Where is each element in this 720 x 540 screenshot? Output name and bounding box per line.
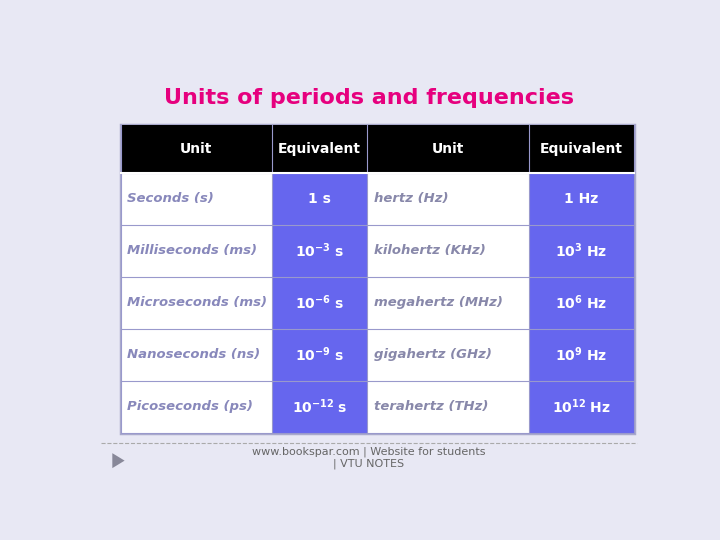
- Text: Equivalent: Equivalent: [540, 142, 623, 156]
- Text: kilohertz (KHz): kilohertz (KHz): [374, 244, 485, 257]
- Text: $\mathbf{10^{6}}$ $\mathbf{Hz}$: $\mathbf{10^{6}}$ $\mathbf{Hz}$: [555, 293, 608, 312]
- Polygon shape: [112, 453, 125, 468]
- Text: $\mathbf{10^{3}}$ $\mathbf{Hz}$: $\mathbf{10^{3}}$ $\mathbf{Hz}$: [555, 241, 608, 260]
- FancyBboxPatch shape: [528, 173, 634, 225]
- Text: $\mathbf{10^{9}}$ $\mathbf{Hz}$: $\mathbf{10^{9}}$ $\mathbf{Hz}$: [555, 346, 608, 364]
- FancyBboxPatch shape: [367, 173, 528, 225]
- FancyBboxPatch shape: [528, 277, 634, 329]
- Text: Nanoseconds (ns): Nanoseconds (ns): [127, 348, 261, 361]
- FancyBboxPatch shape: [272, 277, 367, 329]
- Text: Microseconds (ms): Microseconds (ms): [127, 296, 267, 309]
- FancyBboxPatch shape: [121, 381, 272, 433]
- FancyBboxPatch shape: [528, 329, 634, 381]
- FancyBboxPatch shape: [528, 381, 634, 433]
- FancyBboxPatch shape: [121, 173, 272, 225]
- FancyBboxPatch shape: [272, 329, 367, 381]
- FancyBboxPatch shape: [121, 125, 272, 173]
- FancyBboxPatch shape: [121, 277, 272, 329]
- Text: gigahertz (GHz): gigahertz (GHz): [374, 348, 492, 361]
- FancyBboxPatch shape: [367, 381, 528, 433]
- Text: megahertz (MHz): megahertz (MHz): [374, 296, 503, 309]
- Text: 1 s: 1 s: [308, 192, 331, 206]
- FancyBboxPatch shape: [272, 225, 367, 277]
- FancyBboxPatch shape: [272, 381, 367, 433]
- FancyBboxPatch shape: [121, 125, 634, 433]
- Text: $\mathbf{10^{-6}}$ $\mathbf{s}$: $\mathbf{10^{-6}}$ $\mathbf{s}$: [295, 293, 344, 312]
- Text: $\mathbf{10^{12}}$ $\mathbf{Hz}$: $\mathbf{10^{12}}$ $\mathbf{Hz}$: [552, 397, 611, 416]
- FancyBboxPatch shape: [272, 173, 367, 225]
- Text: www.bookspar.com | Website for students
| VTU NOTES: www.bookspar.com | Website for students …: [252, 447, 486, 469]
- Text: terahertz (THz): terahertz (THz): [374, 400, 488, 413]
- FancyBboxPatch shape: [367, 277, 528, 329]
- Text: Milliseconds (ms): Milliseconds (ms): [127, 244, 257, 257]
- Text: Seconds (s): Seconds (s): [127, 192, 214, 205]
- Text: Equivalent: Equivalent: [278, 142, 361, 156]
- Text: $\mathbf{10^{-3}}$ $\mathbf{s}$: $\mathbf{10^{-3}}$ $\mathbf{s}$: [295, 241, 344, 260]
- FancyBboxPatch shape: [367, 225, 528, 277]
- Text: 1 Hz: 1 Hz: [564, 192, 598, 206]
- FancyBboxPatch shape: [367, 329, 528, 381]
- FancyBboxPatch shape: [367, 125, 528, 173]
- FancyBboxPatch shape: [528, 125, 634, 173]
- Text: Units of periods and frequencies: Units of periods and frequencies: [164, 87, 574, 107]
- Text: hertz (Hz): hertz (Hz): [374, 192, 449, 205]
- Text: Unit: Unit: [432, 142, 464, 156]
- Text: Unit: Unit: [180, 142, 212, 156]
- FancyBboxPatch shape: [121, 329, 272, 381]
- Text: $\mathbf{10^{-9}}$ $\mathbf{s}$: $\mathbf{10^{-9}}$ $\mathbf{s}$: [295, 346, 344, 364]
- FancyBboxPatch shape: [528, 225, 634, 277]
- Text: Picoseconds (ps): Picoseconds (ps): [127, 400, 253, 413]
- FancyBboxPatch shape: [272, 125, 367, 173]
- FancyBboxPatch shape: [121, 225, 272, 277]
- Text: $\mathbf{10^{-12}}$ $\mathbf{s}$: $\mathbf{10^{-12}}$ $\mathbf{s}$: [292, 397, 347, 416]
